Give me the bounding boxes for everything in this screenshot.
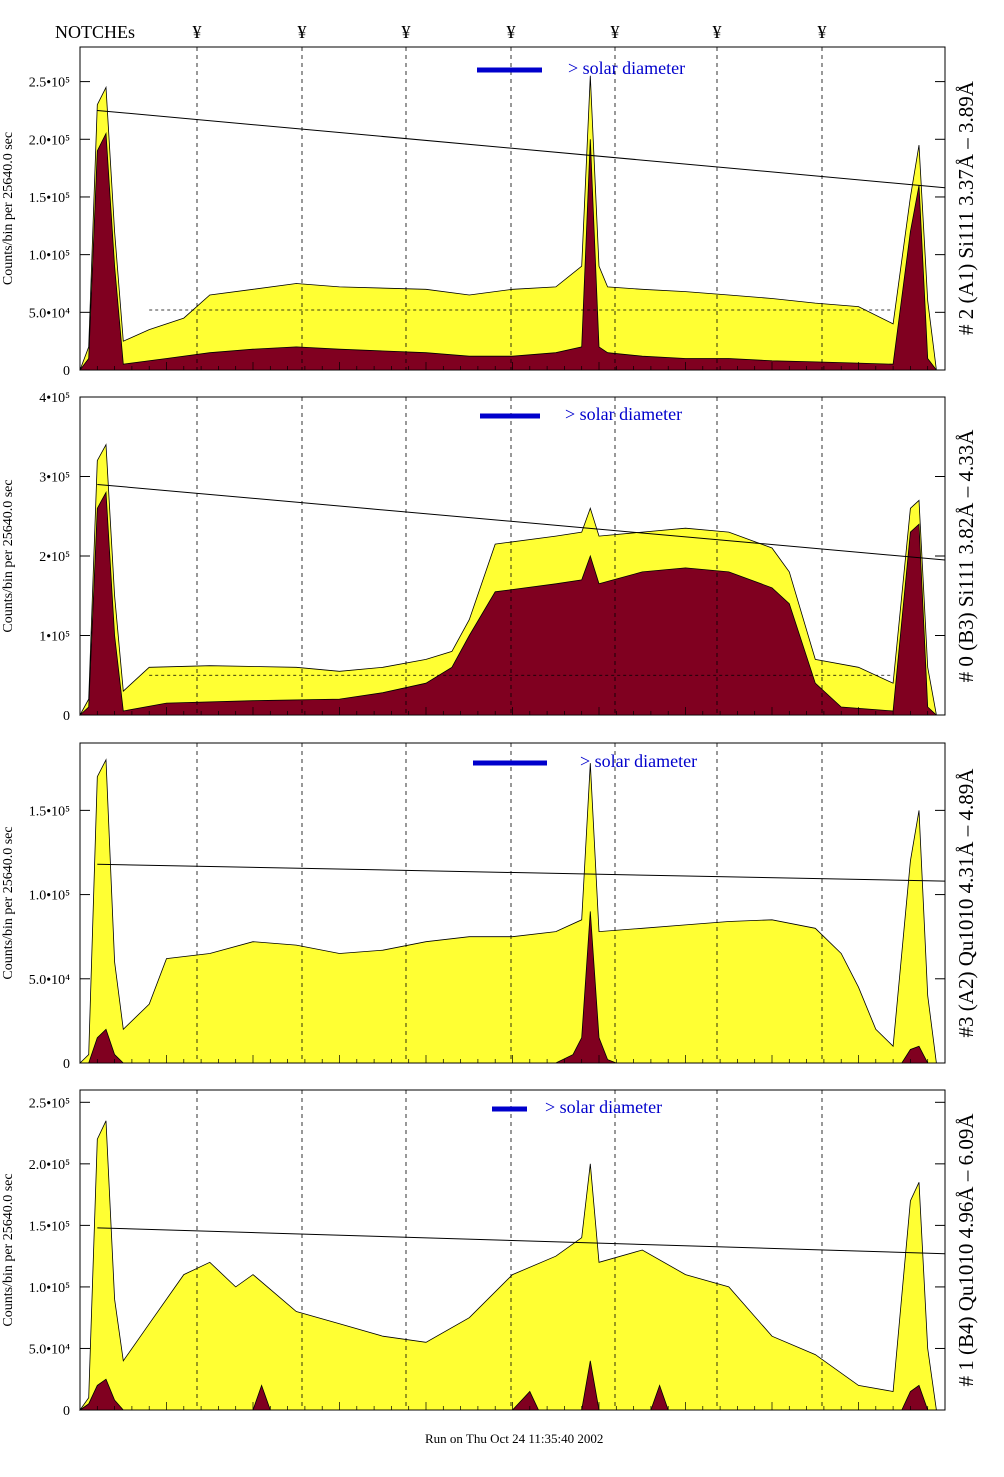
- series-area-1: [79, 75, 945, 371]
- panel-side-label: # 2 (A1) Si111 3.37Å – 3.89Å: [954, 80, 978, 335]
- trend-line: [97, 863, 946, 882]
- y-tick-label: 0: [63, 709, 70, 724]
- y-tick-label: 0: [63, 364, 70, 379]
- notches-label: NOTCHEs: [55, 22, 135, 42]
- panel-side-label: # 1 (B4) Qu1010 4.96Å – 6.09Å: [954, 1113, 978, 1387]
- y-axis-title: Counts/bin per 25640.0 sec: [1, 132, 16, 285]
- y-tick-label: 1.5•10⁵: [29, 191, 70, 206]
- trend-line: [97, 1227, 946, 1255]
- y-axis-title: Counts/bin per 25640.0 sec: [1, 479, 16, 632]
- chart-panel-2: 0 1•10⁵ 2•10⁵ 3•10⁵ 4•10⁵ Counts/bin per 2564…: [1, 391, 978, 724]
- notch-marker-7: ¥: [818, 22, 827, 42]
- y-axis-title: Counts/bin per 25640.0 sec: [1, 826, 16, 979]
- y-tick-label: 3•10⁵: [39, 471, 70, 486]
- notch-marker-1: ¥: [193, 22, 202, 42]
- solar-diameter-label: > solar diameter: [565, 404, 682, 424]
- solar-diameter-label: > solar diameter: [568, 58, 685, 78]
- chart-panel-4: 0 5.0•10⁴ 1.0•10⁵ 1.5•10⁵ 2.0•10⁵ 2.5•10⁵ Coun…: [1, 1089, 978, 1419]
- series-area-1: [79, 1120, 945, 1411]
- y-tick-label: 5.0•10⁴: [29, 1342, 70, 1357]
- y-tick-label: 1.5•10⁵: [29, 1219, 70, 1234]
- notch-marker-6: ¥: [713, 22, 722, 42]
- y-tick-label: 2.0•10⁵: [29, 1158, 70, 1173]
- notch-marker-4: ¥: [507, 22, 516, 42]
- y-tick-label: 4•10⁵: [39, 391, 70, 406]
- chart-panels: 0 5.0•10⁴ 1.0•10⁵ 1.5•10⁵ 2.0•10⁵ 2.5•10⁵ Coun…: [1, 46, 978, 1419]
- y-tick-label: 5.0•10⁴: [29, 306, 70, 321]
- notch-markers: ¥ ¥ ¥ ¥ ¥ ¥ ¥: [193, 22, 827, 42]
- y-tick-label: 2.5•10⁵: [29, 1096, 70, 1111]
- y-tick-label: 1.0•10⁵: [29, 249, 70, 264]
- y-tick-label: 2.5•10⁵: [29, 76, 70, 91]
- series-area-2: [78, 1360, 945, 1411]
- y-tick-label: 2.0•10⁵: [29, 133, 70, 148]
- footer-run-text: Run on Thu Oct 24 11:35:40 2002: [425, 1431, 603, 1446]
- series-area-2: [80, 911, 945, 1064]
- solar-diameter-label: > solar diameter: [580, 751, 697, 771]
- chart-panel-3: 0 5.0•10⁴ 1.0•10⁵ 1.5•10⁵ Counts/bin per 256…: [1, 742, 978, 1072]
- chart-panel-1: 0 5.0•10⁴ 1.0•10⁵ 1.5•10⁵ 2.0•10⁵ 2.5•10⁵ Coun…: [1, 46, 978, 379]
- panel-side-label: # 0 (B3) Si111 3.82Å – 4.33Å: [954, 429, 978, 683]
- trend-line: [97, 483, 946, 561]
- solar-diameter-label: > solar diameter: [545, 1097, 662, 1117]
- y-tick-label: 1.5•10⁵: [29, 804, 70, 819]
- y-tick-label: 5.0•10⁴: [29, 973, 70, 988]
- notch-marker-2: ¥: [298, 22, 307, 42]
- y-tick-label: 0: [63, 1404, 70, 1419]
- y-tick-label: 2•10⁵: [39, 550, 70, 565]
- trend-line: [97, 109, 946, 189]
- series-area-1: [79, 758, 945, 1064]
- y-tick-label: 0: [63, 1057, 70, 1072]
- series-area-2: [79, 132, 945, 371]
- notch-marker-5: ¥: [611, 22, 620, 42]
- y-axis-title: Counts/bin per 25640.0 sec: [1, 1173, 16, 1326]
- y-tick-label: 1.0•10⁵: [29, 1281, 70, 1296]
- panel-side-label: #3 (A2) Qu1010 4.31Å – 4.89Å: [954, 768, 978, 1038]
- y-tick-label: 1.0•10⁵: [29, 889, 70, 904]
- notch-marker-3: ¥: [402, 22, 411, 42]
- series-area-2: [78, 490, 945, 716]
- y-tick-label: 1•10⁵: [39, 630, 70, 645]
